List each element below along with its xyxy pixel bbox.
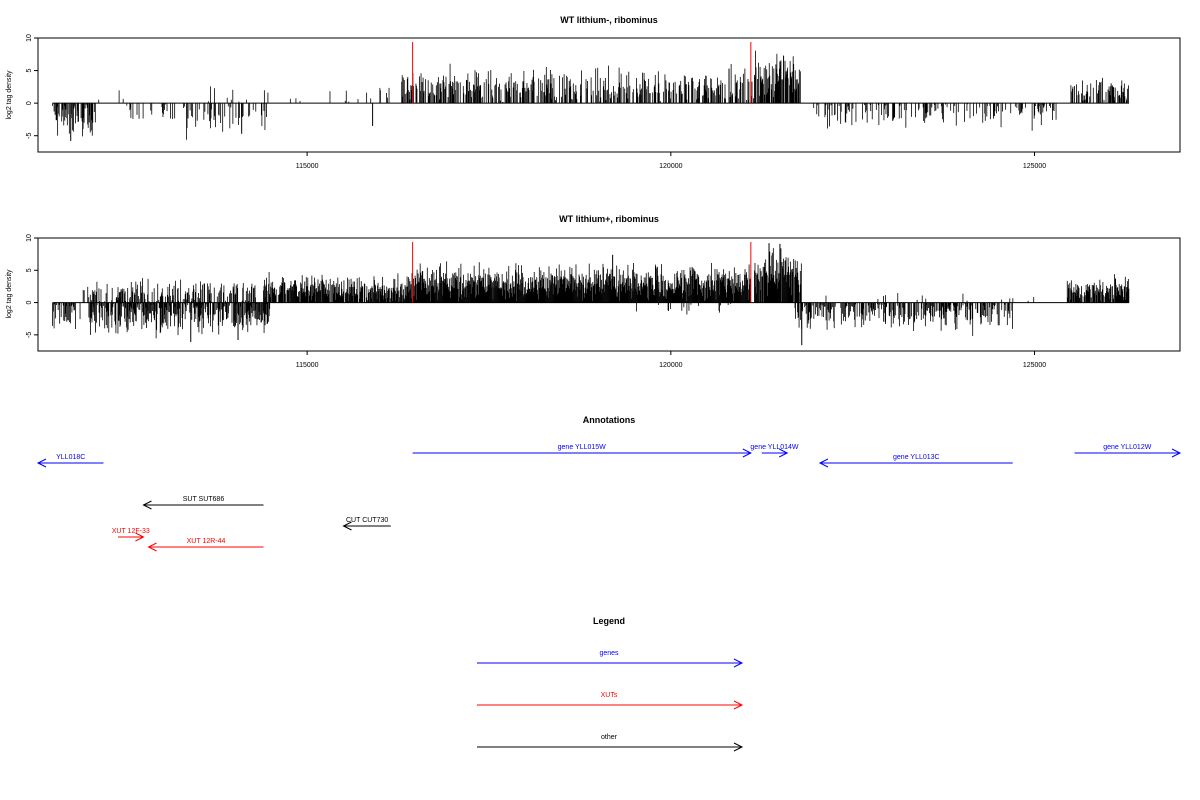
y-tick-label: -5 [26,133,33,139]
legend-arrowhead [733,658,744,668]
y-tick-label: 5 [26,69,33,73]
feature-label: CUT CUT730 [346,517,388,524]
annotations-title: Annotations [583,415,636,425]
x-tick-label: 115000 [296,362,319,369]
feature-arrowhead [36,458,47,468]
feature-label: gene YLL014W [750,444,799,451]
legend-arrowhead [733,700,744,710]
y-axis-label: log2 tag density [6,269,13,319]
plot-frame [37,37,1181,153]
legend-title: Legend [593,616,625,626]
feature-arrowhead [742,448,752,458]
track-panel-lithium-minus: WT lithium-, ribominus log2 tag density … [6,15,1181,170]
annotations-track: Annotations YLL018C gene YLL015W gene YLL0… [36,415,1182,552]
feature-label: XUT 12R-44 [187,538,226,545]
feature-label: gene YLL013C [893,454,940,461]
feature-arrowhead [342,521,352,531]
feature-label: SUT SUT686 [183,496,225,503]
feature-label: YLL018C [56,454,85,461]
legend: Legend genes XUTs other [477,616,744,752]
y-tick-label: 5 [26,268,33,272]
feature-arrowhead [135,532,145,542]
track-panel-lithium-plus: WT lithium+, ribominus log2 tag density … [6,214,1181,369]
x-tick-label: 120000 [659,362,682,369]
panel-title: WT lithium+, ribominus [559,214,659,224]
legend-label: XUTs [601,692,618,699]
y-tick-label: 0 [26,301,33,305]
legend-label: genes [599,650,619,657]
x-tick-label: 115000 [296,163,319,170]
feature-arrowhead [142,500,152,510]
y-tick-label: 0 [26,101,33,105]
panel-title: WT lithium-, ribominus [560,15,658,25]
x-tick-label: 120000 [659,163,682,170]
y-tick-label: -5 [26,332,33,338]
feature-arrowhead [1171,448,1182,458]
feature-label: XUT 12F-33 [112,528,150,535]
y-tick-label: 10 [26,34,33,42]
feature-label: gene YLL015W [558,444,607,451]
x-tick-label: 125000 [1023,362,1046,369]
y-tick-label: 10 [26,234,33,242]
feature-label: gene YLL012W [1103,444,1152,451]
feature-arrowhead [818,458,829,468]
plot-frame [37,237,1181,352]
feature-arrowhead [147,542,157,552]
legend-label: other [601,734,618,741]
feature-arrowhead [778,448,789,458]
x-tick-label: 125000 [1023,163,1046,170]
legend-arrowhead [733,742,744,752]
y-axis-label: log2 tag density [6,70,13,120]
